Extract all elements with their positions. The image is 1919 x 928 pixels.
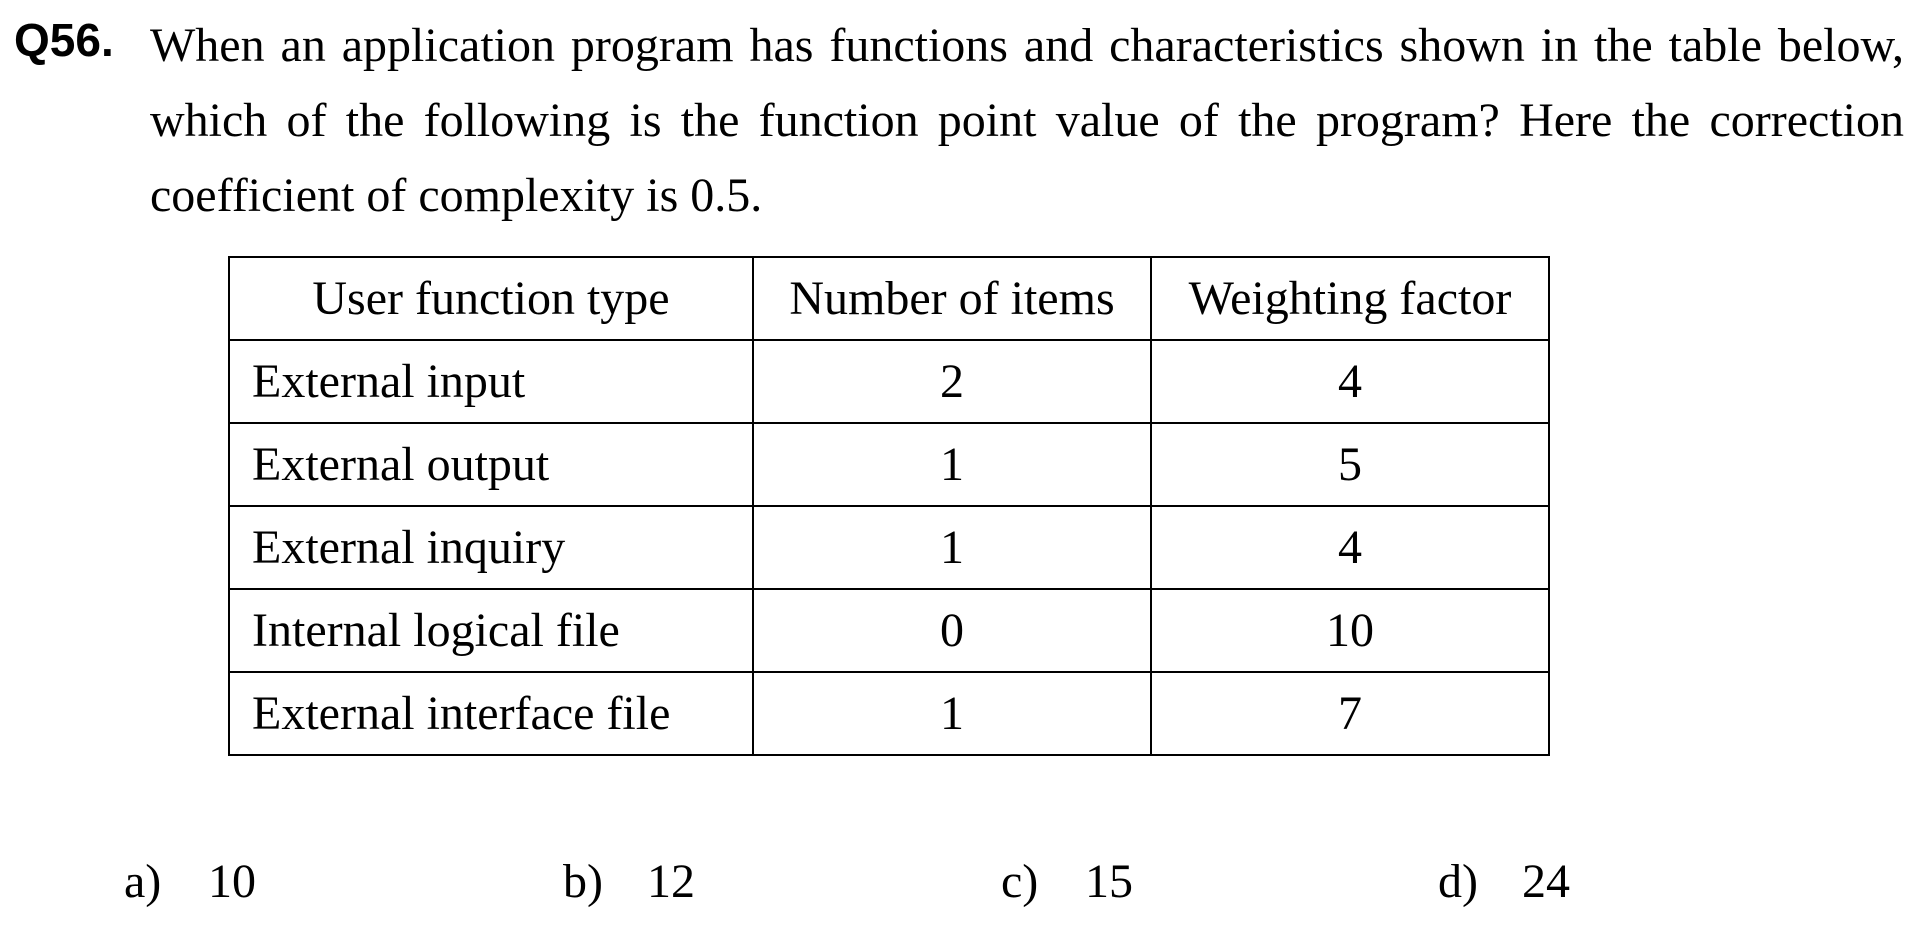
option-value: 10	[208, 855, 256, 908]
option-a[interactable]: a) 10	[124, 854, 256, 909]
table-row: External interface file 1 7	[228, 671, 1550, 756]
cell-function-type: External interface file	[228, 671, 754, 756]
cell-weighting-factor: 4	[1150, 505, 1550, 590]
cell-function-type: External output	[228, 422, 754, 507]
question-text: When an application program has function…	[150, 19, 1904, 222]
option-value: 12	[647, 855, 695, 908]
header-number-of-items: Number of items	[752, 256, 1152, 341]
option-value: 15	[1085, 855, 1133, 908]
cell-number-of-items: 1	[752, 422, 1152, 507]
table-row: External output 1 5	[228, 422, 1550, 507]
option-label: d)	[1438, 855, 1478, 908]
cell-weighting-factor: 4	[1150, 339, 1550, 424]
table-header-row: User function type Number of items Weigh…	[228, 256, 1550, 341]
table-row: External input 2 4	[228, 339, 1550, 424]
cell-number-of-items: 1	[752, 505, 1152, 590]
cell-number-of-items: 1	[752, 671, 1152, 756]
cell-function-type: External input	[228, 339, 754, 424]
table-row: Internal logical file 0 10	[228, 588, 1550, 673]
function-point-table: User function type Number of items Weigh…	[228, 256, 1550, 756]
option-label: b)	[563, 855, 603, 908]
option-c[interactable]: c) 15	[1001, 854, 1133, 909]
cell-function-type: External inquiry	[228, 505, 754, 590]
cell-number-of-items: 2	[752, 339, 1152, 424]
header-weighting-factor: Weighting factor	[1150, 256, 1550, 341]
cell-number-of-items: 0	[752, 588, 1152, 673]
option-label: a)	[124, 855, 162, 908]
cell-weighting-factor: 10	[1150, 588, 1550, 673]
option-label: c)	[1001, 855, 1039, 908]
header-user-function-type: User function type	[228, 256, 754, 341]
option-d[interactable]: d) 24	[1438, 854, 1570, 909]
answer-options: a) 10 b) 12 c) 15 d) 24	[0, 854, 1919, 924]
question-number: Q56.	[14, 14, 114, 66]
cell-weighting-factor: 5	[1150, 422, 1550, 507]
cell-weighting-factor: 7	[1150, 671, 1550, 756]
cell-function-type: Internal logical file	[228, 588, 754, 673]
option-b[interactable]: b) 12	[563, 854, 695, 909]
option-value: 24	[1522, 855, 1570, 908]
table-row: External inquiry 1 4	[228, 505, 1550, 590]
